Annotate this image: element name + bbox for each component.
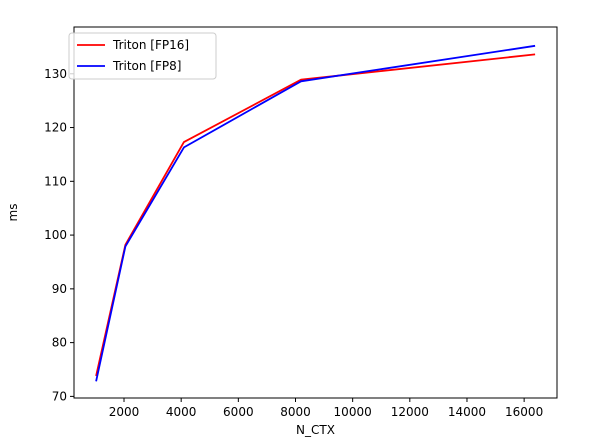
y-axis-ticks: 70 80 90 100 110 120 130 bbox=[44, 67, 74, 403]
y-tick-label: 80 bbox=[52, 336, 67, 350]
series-line-0 bbox=[95, 53, 536, 377]
series-line-1 bbox=[95, 44, 536, 382]
x-axis-ticks: 2000 4000 6000 8000 10000 12000 14000 16000 bbox=[109, 398, 543, 419]
legend-label: Triton [FP8] bbox=[112, 59, 181, 73]
x-tick-label: 8000 bbox=[280, 405, 311, 419]
y-tick-label: 100 bbox=[44, 228, 67, 242]
x-axis-label: N_CTX bbox=[296, 423, 335, 437]
y-tick-label: 90 bbox=[52, 282, 67, 296]
x-tick-label: 4000 bbox=[166, 405, 197, 419]
x-tick-label: 10000 bbox=[334, 405, 372, 419]
legend-label: Triton [FP16] bbox=[112, 38, 189, 52]
y-tick-label: 130 bbox=[44, 67, 67, 81]
y-tick-label: 70 bbox=[52, 389, 67, 403]
x-tick-label: 6000 bbox=[223, 405, 254, 419]
series-lines bbox=[95, 44, 536, 382]
y-tick-label: 110 bbox=[44, 174, 67, 188]
y-axis-label: ms bbox=[6, 204, 20, 222]
axes-frame bbox=[73, 26, 558, 399]
plot-area bbox=[73, 26, 558, 399]
y-tick-label: 120 bbox=[44, 121, 67, 135]
x-tick-label: 12000 bbox=[391, 405, 429, 419]
x-tick-label: 14000 bbox=[448, 405, 486, 419]
legend-box bbox=[68, 32, 217, 80]
legend: Triton [FP16] Triton [FP8] bbox=[68, 32, 217, 80]
x-tick-label: 2000 bbox=[109, 405, 140, 419]
x-tick-label: 16000 bbox=[505, 405, 543, 419]
